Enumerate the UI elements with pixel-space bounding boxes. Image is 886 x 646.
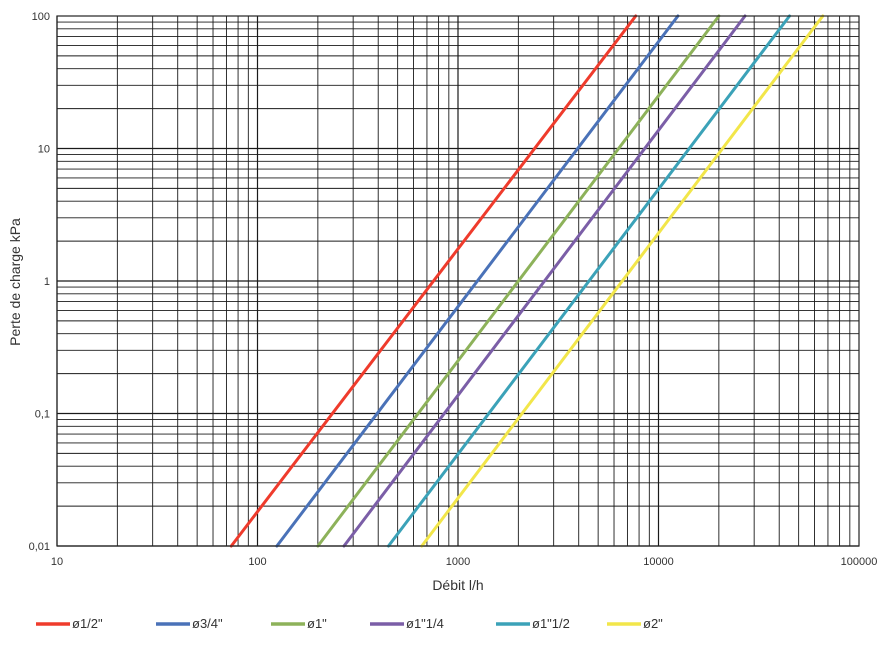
y-tick-label: 10	[38, 144, 50, 156]
x-tick-label: 100000	[841, 556, 878, 568]
legend-label: ø1/2"	[72, 616, 103, 631]
y-axis-label: Perte de charge kPa	[7, 218, 23, 346]
x-tick-label: 10000	[643, 556, 674, 568]
series-line-1	[275, 14, 680, 548]
y-tick-label: 0,1	[35, 409, 50, 421]
plot-frame	[56, 15, 860, 547]
x-tick-label: 1000	[446, 556, 470, 568]
legend-label: ø1"	[307, 616, 327, 631]
series-lines	[229, 14, 825, 548]
legend: ø1/2" ø3/4" ø1" ø1"1/4 ø1"1/2 ø2"	[36, 616, 663, 631]
legend-label: ø1"1/4	[406, 616, 444, 631]
legend-label: ø1"1/2	[532, 616, 570, 631]
x-tick-labels: 10 100 1000 10000 100000	[51, 556, 877, 568]
y-tick-label: 100	[32, 11, 50, 23]
series-line-3	[342, 14, 747, 548]
x-axis-label: Débit l/h	[432, 577, 483, 593]
series-line-4	[387, 14, 791, 548]
series-line-5	[420, 14, 825, 548]
y-tick-label: 1	[44, 276, 50, 288]
x-tick-label: 100	[248, 556, 266, 568]
legend-label: ø2"	[643, 616, 663, 631]
legend-label: ø3/4"	[192, 616, 223, 631]
series-line-2	[316, 14, 721, 548]
x-tick-label: 10	[51, 556, 63, 568]
series-line-0	[229, 14, 638, 548]
y-tick-label: 0,01	[29, 541, 50, 553]
y-tick-labels: 0,01 0,1 1 10 100	[29, 11, 50, 553]
